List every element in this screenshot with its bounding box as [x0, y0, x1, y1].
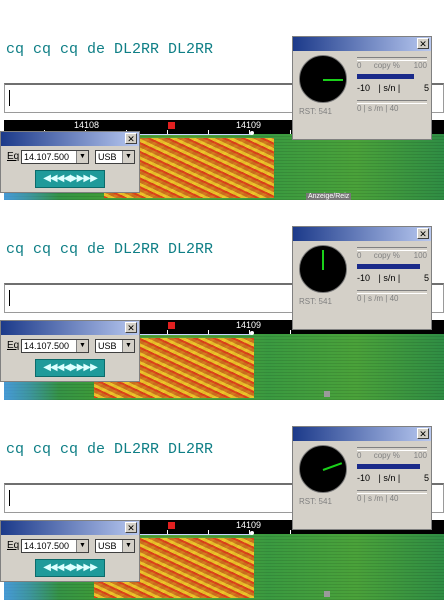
- window-titlebar[interactable]: ✕: [1, 132, 139, 146]
- window-titlebar[interactable]: ✕: [1, 521, 139, 535]
- cw-window: ✕ RST: 541 0 copy % 100 -10 | s/n | 5 0 …: [292, 36, 432, 140]
- mode-select[interactable]: USB ▼: [95, 150, 135, 164]
- cw-panel-1: cq cq cq de DL2RR DL2RR cq cq cq de DL2R…: [0, 0, 446, 200]
- close-icon[interactable]: ✕: [417, 228, 429, 239]
- eq-label: Eq: [7, 151, 20, 162]
- mode-select[interactable]: USB ▼: [95, 339, 135, 353]
- bandwidth-indicator[interactable]: [88, 134, 252, 136]
- tuning-controls: ✕ Eq 14.107.500 ▼ USB ▼ ◀◀◀◀▶▶▶▶: [0, 131, 140, 193]
- frequency-select[interactable]: 14.107.500 ▼: [21, 539, 89, 553]
- rst-label: RST: 541: [299, 497, 332, 506]
- signal-trace: [94, 538, 254, 598]
- chevron-down-icon: ▼: [122, 151, 134, 163]
- copy-level-bar: [357, 264, 420, 269]
- chevron-down-icon: ▼: [122, 540, 134, 552]
- rst-label: RST: 541: [299, 297, 332, 306]
- sm-scale: 0 | s /m | 40: [357, 494, 399, 503]
- window-titlebar[interactable]: ✕: [1, 321, 139, 335]
- sn-scale: -10 | s/n | 5: [357, 473, 429, 483]
- window-titlebar[interactable]: ✕: [293, 227, 431, 241]
- fine-tune-button[interactable]: ◀◀◀◀▶▶▶▶: [35, 359, 105, 377]
- bandwidth-indicator[interactable]: [88, 334, 252, 336]
- rx-line: cq cq cq de DL2RR DL2RR: [6, 241, 214, 258]
- window-titlebar[interactable]: ✕: [293, 37, 431, 51]
- gauge-needle: [322, 462, 343, 471]
- chevron-down-icon: ▼: [76, 540, 88, 552]
- bandwidth-edge-icon[interactable]: [250, 331, 254, 335]
- frequency-select[interactable]: 14.107.500 ▼: [21, 339, 89, 353]
- rx-line: cq cq cq de DL2RR DL2RR: [6, 41, 214, 58]
- fine-tune-button[interactable]: ◀◀◀◀▶▶▶▶: [35, 559, 105, 577]
- bandwidth-indicator[interactable]: [88, 534, 252, 536]
- frequency-select[interactable]: 14.107.500 ▼: [21, 150, 89, 164]
- window-titlebar[interactable]: ✕: [293, 427, 431, 441]
- copy-scale: 0 copy % 100: [357, 251, 427, 260]
- cw-window: ✕ RST: 541 0 copy % 100 -10 | s/n | 5 0 …: [292, 426, 432, 530]
- mode-select[interactable]: USB ▼: [95, 539, 135, 553]
- chevron-down-icon: ▼: [76, 151, 88, 163]
- waterfall-display[interactable]: 14108 14109: [4, 320, 444, 400]
- close-icon[interactable]: ✕: [125, 133, 137, 144]
- cw-panel-3: cq cq cq de DL2RR DL2RR cq cq cq de DL2R…: [0, 400, 446, 600]
- rx-line: cq cq cq de DL2RR DL2RR: [6, 441, 214, 458]
- gauge-needle: [322, 250, 324, 270]
- freq-tick-label: 14108: [74, 120, 100, 130]
- tuning-marker-icon[interactable]: [168, 522, 175, 529]
- scroll-knob[interactable]: [324, 391, 330, 397]
- sn-scale: -10 | s/n | 5: [357, 273, 429, 283]
- cw-window: ✕ RST: 541 0 copy % 100 -10 | s/n | 5 0 …: [292, 226, 432, 330]
- rst-gauge: [299, 55, 347, 103]
- rst-gauge: [299, 445, 347, 493]
- bandwidth-edge-icon[interactable]: [250, 131, 254, 135]
- tuning-controls: ✕ Eq 14.107.500 ▼ USB ▼ ◀◀◀◀▶▶▶▶: [0, 520, 140, 582]
- tuning-marker-icon[interactable]: [168, 122, 175, 129]
- copy-level-bar: [357, 74, 414, 79]
- bandwidth-edge-icon[interactable]: [250, 531, 254, 535]
- cw-panel-2: cq cq cq de DL2RR DL2RR cq cq cq de DL2R…: [0, 200, 446, 400]
- eq-label: Eq: [7, 540, 20, 551]
- sn-scale: -10 | s/n | 5: [357, 83, 429, 93]
- close-icon[interactable]: ✕: [125, 322, 137, 333]
- close-icon[interactable]: ✕: [417, 428, 429, 439]
- eq-label: Eq: [7, 340, 20, 351]
- tuning-controls: ✕ Eq 14.107.500 ▼ USB ▼ ◀◀◀◀▶▶▶▶: [0, 320, 140, 382]
- close-icon[interactable]: ✕: [125, 522, 137, 533]
- freq-tick-label: 14109: [236, 120, 262, 130]
- freq-tick-label: 14109: [236, 520, 262, 530]
- close-icon[interactable]: ✕: [417, 38, 429, 49]
- sm-scale: 0 | s /m | 40: [357, 104, 399, 113]
- gauge-needle: [323, 79, 343, 81]
- rst-gauge: [299, 245, 347, 293]
- scroll-knob[interactable]: [324, 591, 330, 597]
- status-tag: Anzeige/Reiz: [306, 193, 352, 200]
- copy-scale: 0 copy % 100: [357, 451, 427, 460]
- rst-label: RST: 541: [299, 107, 332, 116]
- chevron-down-icon: ▼: [76, 340, 88, 352]
- chevron-down-icon: ▼: [122, 340, 134, 352]
- copy-scale: 0 copy % 100: [357, 61, 427, 70]
- fine-tune-button[interactable]: ◀◀◀◀▶▶▶▶: [35, 170, 105, 188]
- freq-tick-label: 14109: [236, 320, 262, 330]
- tuning-marker-icon[interactable]: [168, 322, 175, 329]
- copy-level-bar: [357, 464, 420, 469]
- sm-scale: 0 | s /m | 40: [357, 294, 399, 303]
